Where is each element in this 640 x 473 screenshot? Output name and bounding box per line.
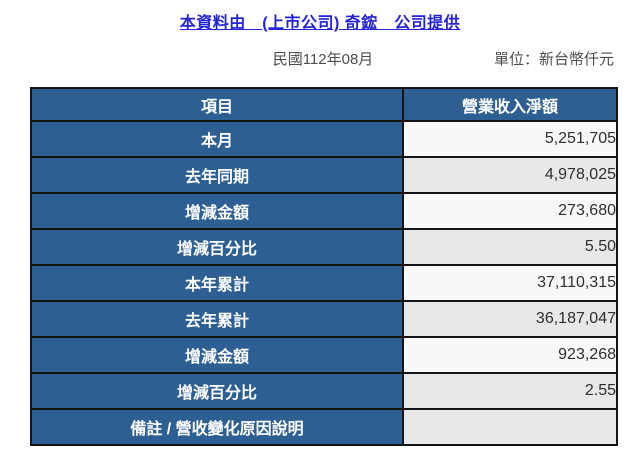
row-label-change-amount-ytd: 增減金額 [30,336,404,374]
report-subheader: 民國112年08月 單位：新台幣仟元 [30,48,616,68]
row-value-same-period-last-year: 4,978,025 [402,156,618,194]
report-period-label: 民國112年08月 [272,51,374,68]
row-value-ytd-current-year: 37,110,315 [402,264,618,302]
row-label-ytd-current-year: 本年累計 [30,264,404,302]
row-label-change-percent-ytd: 增減百分比 [30,372,404,410]
table-row: 增減百分比 2.55 [30,372,618,410]
row-value-remarks [402,408,618,446]
column-header-net-revenue: 營業收入淨額 [402,87,618,122]
row-label-change-percent-month: 增減百分比 [30,228,404,266]
revenue-table: 項目 營業收入淨額 本月 5,251,705 去年同期 4,978,025 增減… [30,87,618,446]
table-row: 增減百分比 5.50 [30,228,618,266]
row-label-change-amount-month: 增減金額 [30,192,404,230]
column-header-item: 項目 [30,87,404,122]
table-row: 本月 5,251,705 [30,120,618,158]
table-header-row: 項目 營業收入淨額 [30,87,618,122]
row-label-current-month: 本月 [30,120,404,158]
table-row: 備註 / 營收變化原因說明 [30,408,618,446]
table-row: 本年累計 37,110,315 [30,264,618,302]
row-value-change-amount-ytd: 923,268 [402,336,618,374]
monthly-revenue-report-page: 本資料由 (上市公司) 奇鋐 公司提供 民國112年08月 單位：新台幣仟元 項… [0,9,640,473]
row-value-ytd-last-year: 36,187,047 [402,300,618,338]
table-row: 增減金額 923,268 [30,336,618,374]
row-label-same-period-last-year: 去年同期 [30,156,404,194]
row-value-current-month: 5,251,705 [402,120,618,158]
row-value-change-percent-ytd: 2.55 [402,372,618,410]
row-value-change-percent-month: 5.50 [402,228,618,266]
table-row: 增減金額 273,680 [30,192,618,230]
currency-unit-label: 單位：新台幣仟元 [493,51,614,68]
table-row: 去年累計 36,187,047 [30,300,618,338]
row-label-ytd-last-year: 去年累計 [30,300,404,338]
row-label-remarks: 備註 / 營收變化原因說明 [30,408,404,446]
report-source-title-link[interactable]: 本資料由 (上市公司) 奇鋐 公司提供 [179,15,461,32]
row-value-change-amount-month: 273,680 [402,192,618,230]
table-row: 去年同期 4,978,025 [30,156,618,194]
